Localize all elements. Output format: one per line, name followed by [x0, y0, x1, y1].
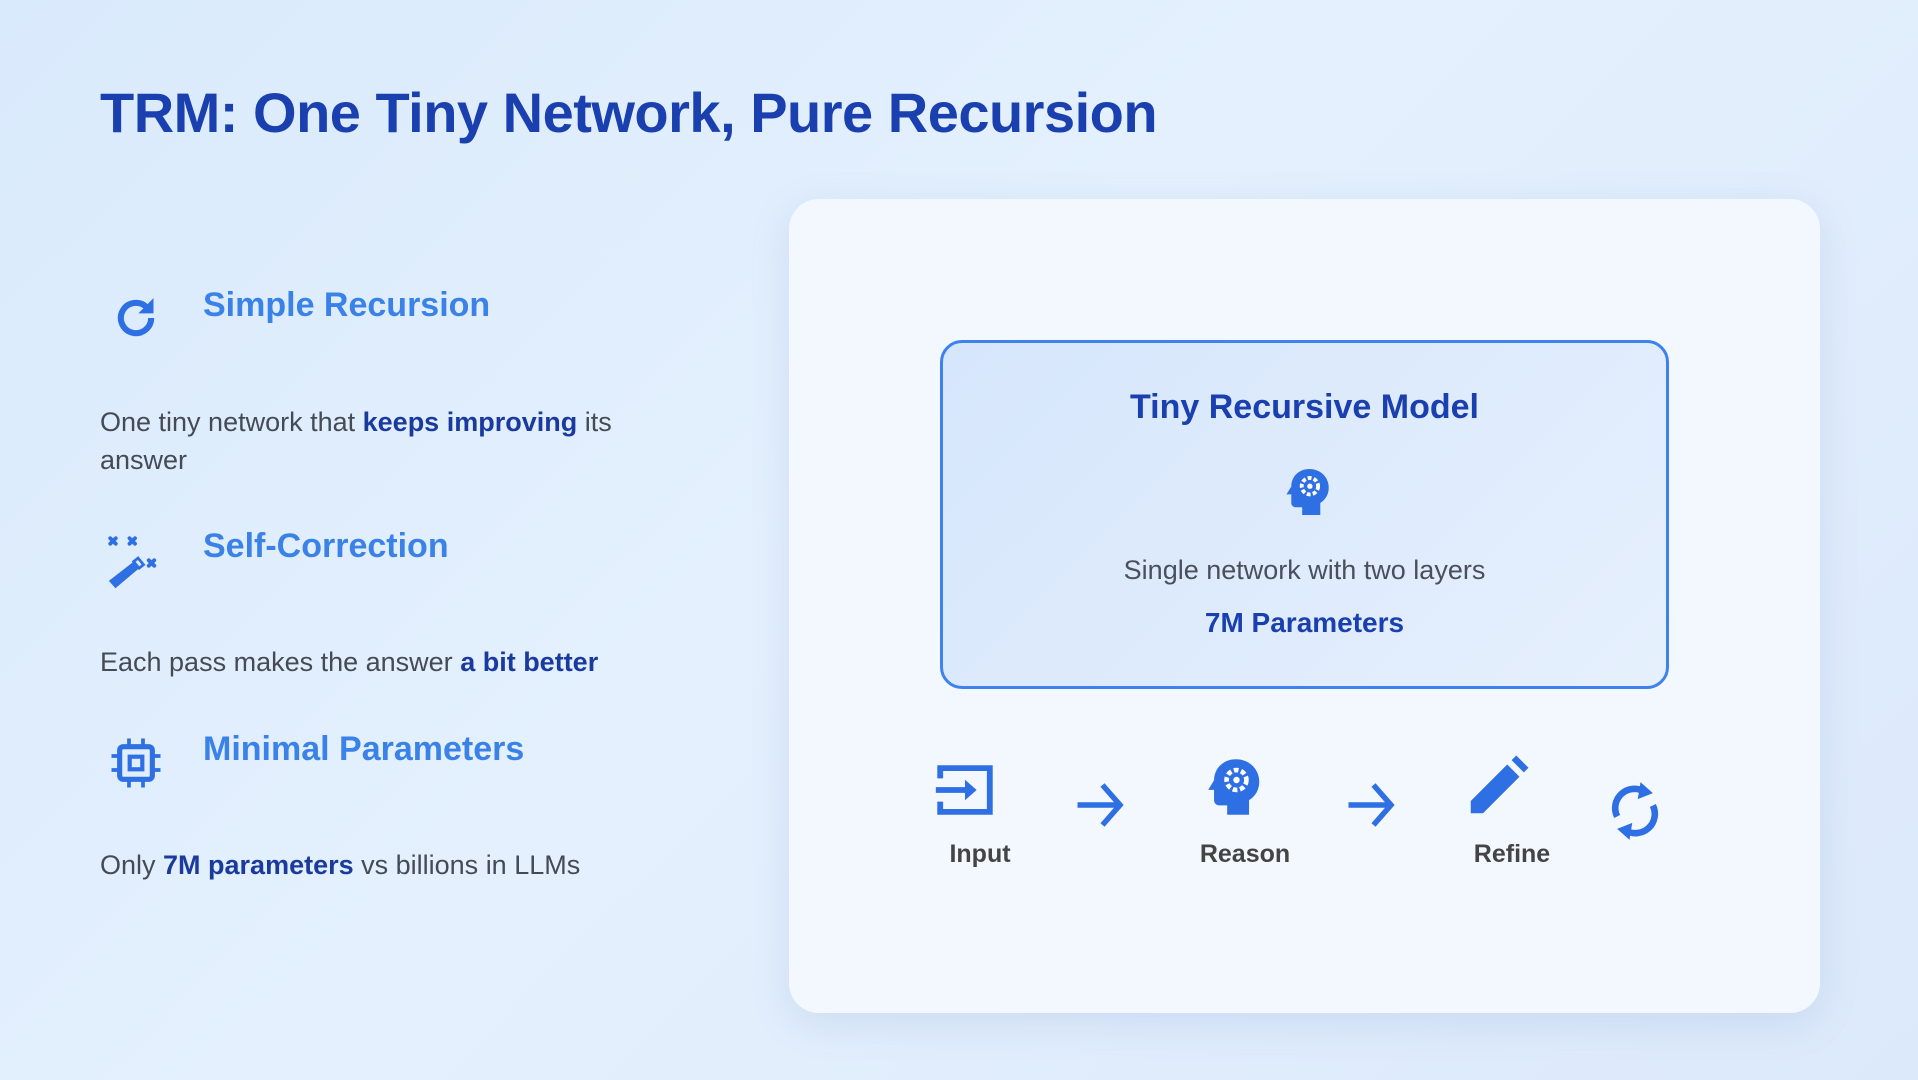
model-box: Tiny Recursive Model Single network with…: [940, 340, 1669, 689]
flow-step-label: Input: [949, 840, 1011, 868]
magic-wand-icon: [108, 536, 157, 589]
model-params: 7M Parameters: [1204, 607, 1405, 638]
feature-heading: Minimal Parameters: [203, 730, 525, 768]
refresh-icon: [117, 298, 155, 337]
arrow-right-icon: [1077, 783, 1124, 827]
feature-heading: Simple Recursion: [203, 286, 491, 324]
feature-description: Each pass makes the answer a bit better: [100, 647, 599, 677]
feature-description: Only 7M parameters vs billions in LLMs: [100, 850, 581, 880]
pencil-icon: [1470, 755, 1529, 814]
loop-icon: [1611, 782, 1659, 840]
head-gear-icon: [1208, 759, 1260, 815]
model-subtitle: Single network with two layers: [1123, 555, 1486, 585]
feature-description: One tiny network that keeps improving it…: [100, 407, 612, 475]
page-title: TRM: One Tiny Network, Pure Recursion: [100, 81, 1158, 144]
flow-step-label: Refine: [1473, 840, 1551, 868]
feature-heading: Self-Correction: [203, 527, 449, 565]
arrow-right-icon: [1348, 783, 1395, 827]
chip-icon: [111, 738, 161, 788]
model-title: Tiny Recursive Model: [1130, 388, 1479, 426]
flow-step-label: Reason: [1199, 840, 1291, 868]
input-icon: [935, 765, 993, 815]
head-gear-icon: [1286, 469, 1329, 515]
